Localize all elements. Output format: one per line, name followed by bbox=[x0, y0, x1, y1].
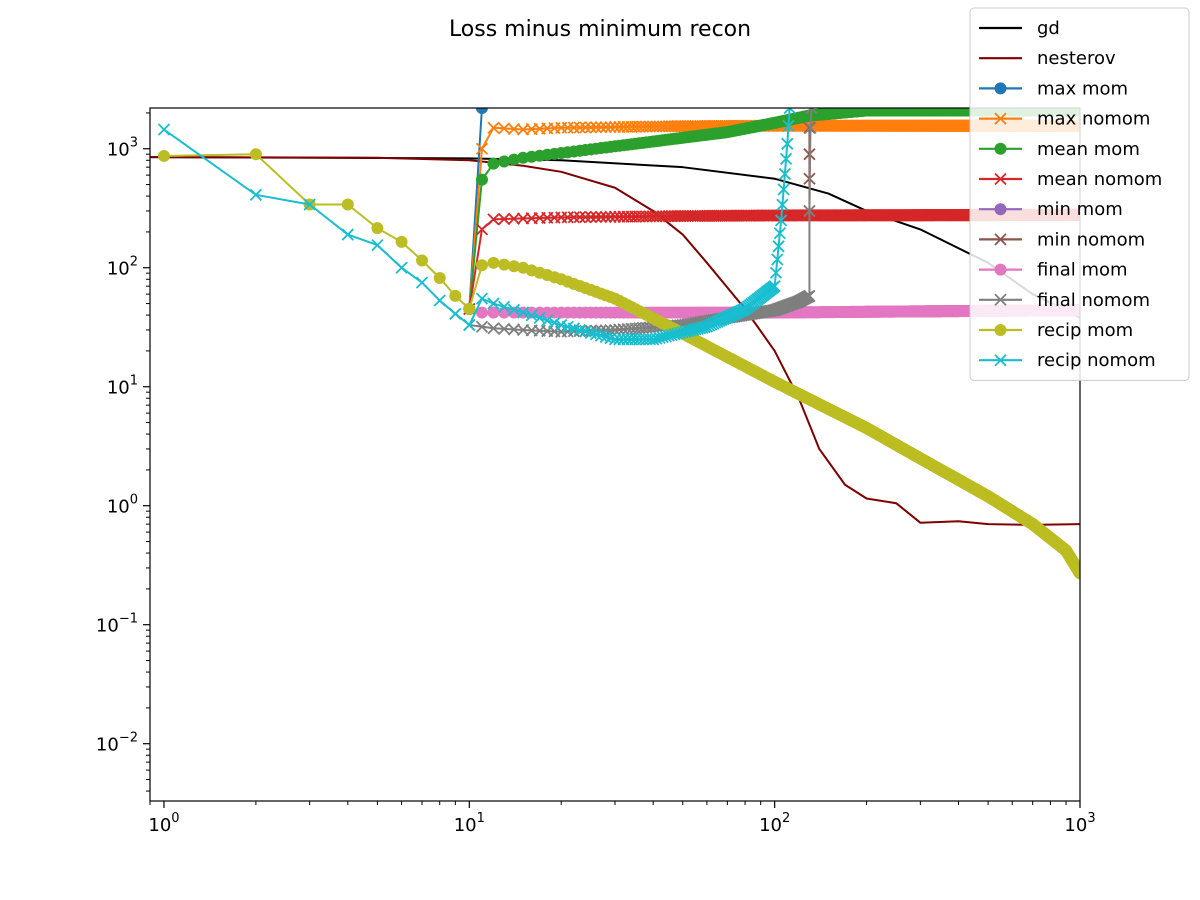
series-line bbox=[150, 156, 1080, 526]
data-point bbox=[579, 121, 592, 134]
data-point bbox=[594, 121, 608, 134]
data-point bbox=[416, 254, 429, 267]
data-point bbox=[475, 173, 488, 186]
data-point bbox=[507, 153, 520, 166]
data-point bbox=[487, 157, 500, 170]
data-point bbox=[573, 121, 586, 134]
data-point bbox=[507, 122, 521, 136]
data-point bbox=[487, 256, 500, 269]
data-point bbox=[475, 108, 488, 114]
data-point bbox=[584, 121, 597, 134]
series-nesterov bbox=[150, 156, 1080, 526]
data-point bbox=[604, 120, 617, 134]
data-point bbox=[498, 155, 511, 168]
data-point bbox=[371, 222, 384, 235]
data-point bbox=[589, 121, 603, 134]
data-point bbox=[249, 148, 262, 161]
data-point bbox=[659, 120, 672, 133]
data-point bbox=[449, 289, 462, 302]
data-point bbox=[567, 121, 581, 134]
data-point bbox=[395, 235, 408, 248]
data-point bbox=[599, 121, 612, 134]
data-point bbox=[433, 271, 446, 284]
data-point bbox=[463, 303, 476, 316]
data-point bbox=[475, 259, 488, 272]
data-point bbox=[497, 122, 511, 135]
data-point bbox=[487, 121, 500, 134]
data-point bbox=[475, 142, 489, 155]
data-point bbox=[157, 149, 170, 162]
data-point bbox=[341, 198, 354, 211]
chart-title: Loss minus minimum recon bbox=[449, 17, 751, 42]
